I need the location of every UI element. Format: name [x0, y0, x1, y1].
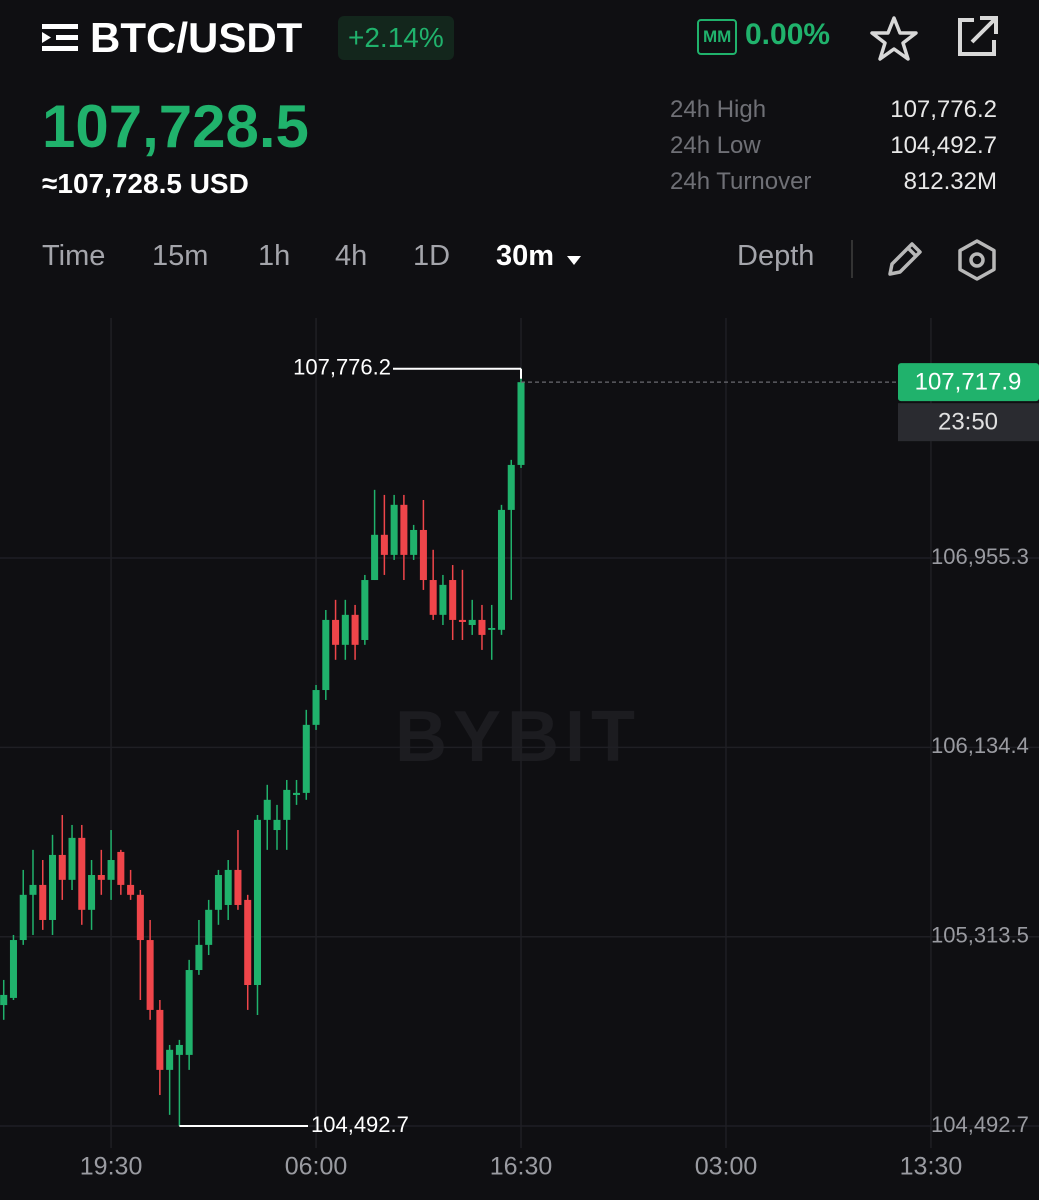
candle-body: [468, 619, 476, 625]
candle-body: [58, 854, 66, 880]
candle-body: [449, 580, 457, 620]
candle-body: [507, 464, 515, 510]
candle-body: [332, 619, 340, 645]
x-tick-label: 13:30: [900, 1153, 963, 1181]
candle-body: [88, 875, 96, 910]
candle-body: [497, 509, 506, 630]
last-price: 107,728.5: [42, 93, 309, 160]
settings-icon[interactable]: [956, 238, 998, 282]
mm-badge[interactable]: MM: [697, 19, 738, 55]
divider: [851, 240, 853, 278]
candle-body: [19, 894, 27, 941]
candle-body: [478, 619, 486, 635]
candle-body: [97, 875, 105, 880]
candle-body: [29, 884, 37, 895]
dropdown-arrow[interactable]: [566, 254, 582, 266]
candle-body: [234, 869, 242, 905]
stat-value: 107,776.2: [890, 96, 997, 123]
countdown: 23:50: [938, 409, 998, 436]
mm-value[interactable]: 0.00%: [745, 18, 831, 51]
tab[interactable]: 1D: [413, 240, 451, 272]
change-badge: +2.14%: [338, 16, 454, 60]
x-tick-label: 16:30: [490, 1153, 553, 1181]
watermark: BYBIT: [395, 697, 641, 777]
candle-body: [175, 1044, 183, 1055]
candle-body: [371, 534, 379, 581]
last-price-tag: [898, 363, 1039, 402]
candle-body: [68, 837, 76, 880]
tab[interactable]: Time: [42, 240, 106, 272]
countdown-tag: [898, 403, 1039, 442]
candle-body: [185, 970, 193, 1055]
candle-body: [283, 789, 291, 820]
candle-body: [273, 819, 281, 831]
candle-body: [146, 940, 154, 1010]
menu-icon[interactable]: [42, 24, 78, 52]
candle-body: [136, 894, 144, 941]
candle-body: [458, 619, 466, 622]
candle-body: [156, 1009, 164, 1070]
candle-body: [117, 851, 125, 885]
candle-body: [419, 529, 427, 581]
tab[interactable]: 15m: [152, 240, 209, 272]
tab[interactable]: 4h: [335, 240, 368, 272]
candle-body: [214, 875, 222, 910]
y-tick-label: 106,134.4: [931, 733, 1029, 758]
share-icon[interactable]: [954, 14, 1000, 60]
candle-body: [390, 504, 398, 555]
y-tick-label: 105,313.5: [931, 923, 1029, 948]
tab-active[interactable]: 30m: [496, 240, 555, 272]
candle-body: [166, 1049, 174, 1070]
candle-body: [244, 899, 252, 986]
stat-label: 24h Low: [670, 132, 761, 159]
candle-body: [302, 724, 310, 793]
stat-value: 104,492.7: [890, 132, 997, 159]
candle-body: [517, 382, 525, 465]
candle-body: [253, 819, 261, 986]
candle-body: [39, 884, 47, 920]
candle-body: [400, 504, 408, 555]
stat-label: 24h Turnover: [670, 168, 812, 195]
x-tick-label: 19:30: [80, 1153, 143, 1181]
low-marker-label: 104,492.7: [311, 1112, 409, 1137]
tab[interactable]: 1h: [258, 240, 291, 272]
stat-value: 812.32M: [903, 168, 997, 195]
candle-body: [410, 529, 418, 555]
candle-body: [351, 614, 359, 645]
candle-body: [78, 837, 86, 910]
candle-body: [293, 792, 301, 795]
candle-body: [9, 940, 17, 998]
candle-body: [48, 854, 57, 920]
candle-body: [127, 884, 135, 895]
last-price-label: 107,717.9: [915, 369, 1022, 396]
candle-body: [0, 994, 8, 1006]
candle-body: [205, 909, 213, 945]
candle-body: [312, 690, 320, 725]
candle-body: [322, 619, 330, 691]
draw-icon[interactable]: [884, 240, 924, 280]
candle-body: [107, 860, 115, 880]
candle-body: [263, 799, 271, 820]
x-tick-label: 06:00: [285, 1153, 348, 1181]
y-tick-label: 106,955.3: [931, 544, 1029, 569]
stat-label: 24h High: [670, 96, 767, 123]
candle-body: [341, 614, 349, 645]
price-usd: ≈107,728.5 USD: [42, 168, 249, 199]
symbol[interactable]: BTC/USDT: [90, 14, 303, 61]
candle-body: [195, 944, 203, 971]
tab[interactable]: Depth: [737, 240, 815, 272]
candle-body: [380, 534, 388, 555]
high-marker-label: 107,776.2: [293, 355, 391, 380]
candle-body: [361, 580, 369, 640]
candle-body: [429, 580, 437, 615]
x-tick-label: 03:00: [695, 1153, 758, 1181]
candle-body: [439, 584, 447, 615]
favorite-icon[interactable]: [868, 14, 920, 64]
y-tick-label: 104,492.7: [931, 1112, 1029, 1137]
candle-body: [488, 627, 496, 630]
candle-body: [224, 869, 232, 905]
